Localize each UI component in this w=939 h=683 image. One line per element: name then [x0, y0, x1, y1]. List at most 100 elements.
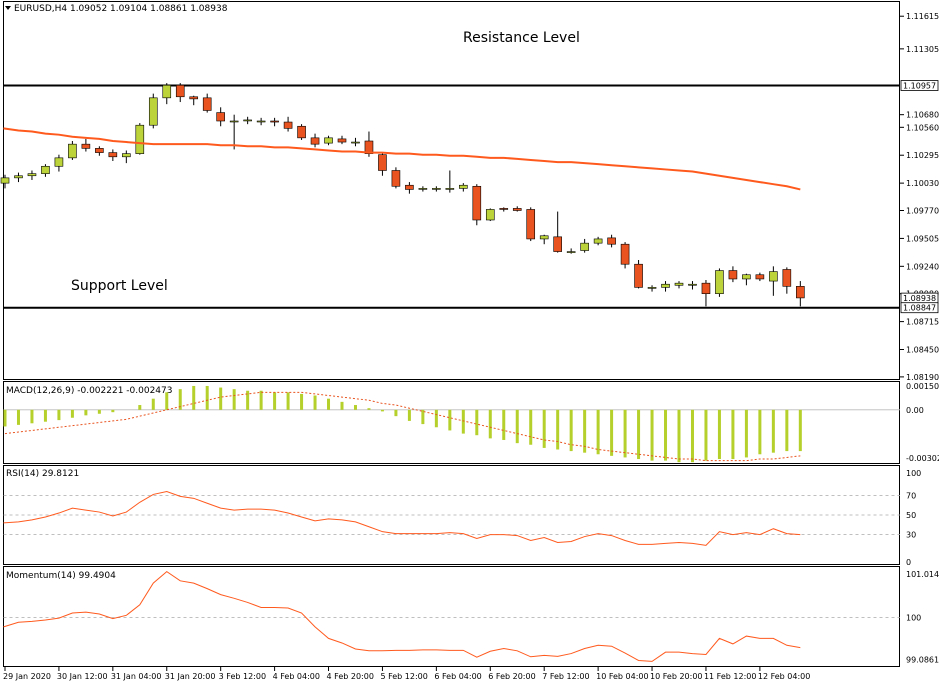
candle-body: [54, 157, 64, 167]
momentum-tick-label: 99.0861: [906, 656, 939, 665]
candle-body: [81, 143, 91, 149]
candle-body: [162, 84, 172, 99]
macd-title: MACD(12,26,9) -0.002221 -0.002473: [6, 386, 172, 396]
time-tick-label: 12 Feb 04:00: [758, 672, 810, 681]
candle-body: [256, 120, 266, 123]
candle-body: [742, 274, 751, 280]
moving-average-line: [3, 127, 801, 191]
rsi-tick-label: 70: [906, 491, 916, 500]
price-tick-label: 1.10680: [906, 111, 939, 120]
candle-body: [499, 208, 509, 210]
dropdown-triangle-icon[interactable]: [5, 6, 11, 10]
candle-body: [715, 270, 724, 295]
time-tick-label: 4 Feb 20:00: [327, 672, 374, 681]
candle-body: [364, 140, 374, 154]
price-tick-label: 1.08450: [906, 346, 939, 355]
candle-body: [445, 188, 455, 190]
candle-body: [216, 112, 225, 122]
candle-body: [297, 125, 306, 139]
time-tick-label: 3 Feb 12:00: [219, 672, 266, 681]
time-tick-label: 7 Feb 12:00: [542, 672, 589, 681]
candle-body: [432, 188, 441, 190]
candle-body: [661, 283, 670, 288]
candle-body: [688, 283, 697, 286]
candle-body: [607, 237, 616, 245]
candle-body: [27, 173, 37, 177]
price-tick-label: 1.08190: [906, 373, 939, 382]
candle-body: [526, 209, 536, 240]
price-header: EURUSD,H4 1.09052 1.09104 1.08861 1.0893…: [14, 4, 228, 14]
candle-body: [782, 269, 792, 287]
support-price-tag: [900, 302, 939, 314]
candle-body: [512, 208, 522, 211]
macd-tick-label: -0.003024: [906, 454, 939, 463]
rsi-line: [3, 490, 801, 546]
candle-body: [175, 84, 185, 98]
candle-body: [283, 121, 293, 129]
candle-body: [459, 184, 468, 189]
macd-tick-label: 0.001505: [906, 382, 939, 391]
support-label: Support Level: [71, 278, 168, 294]
candle-body: [135, 124, 145, 154]
momentum-panel-frame[interactable]: [3, 566, 900, 667]
candle-body: [418, 188, 428, 190]
resistance-price-tag: [900, 80, 939, 91]
candle-body: [405, 184, 414, 190]
candle-body: [796, 286, 805, 299]
time-axis: 29 Jan 2020 30 Jan 12:00 31 Jan 04:00 31 Ja…: [3, 667, 810, 681]
macd-histogram: [3, 385, 802, 463]
candle-body: [391, 170, 401, 187]
rsi-tick-label: 50: [906, 511, 916, 520]
candle-body: [108, 152, 118, 158]
price-tick-label: 1.11305: [906, 45, 939, 54]
candle-body: [728, 270, 738, 280]
macd-panel-frame[interactable]: [3, 381, 900, 464]
support-price-tag-label: 1.08847: [903, 304, 936, 313]
candle-body: [539, 235, 549, 240]
price-tick-label: 1.10560: [906, 123, 939, 132]
momentum-tick-label: 101.0147: [906, 570, 939, 579]
candle-body: [95, 148, 104, 153]
macd-tick-label: 0.00: [906, 406, 924, 415]
candlestick-series: [0, 83, 805, 307]
price-tick-label: 1.08715: [906, 318, 939, 327]
candle-body: [337, 138, 347, 143]
price-axis: 1.11615 1.11305 1.10680 1.10560 1.10295 1.100…: [900, 12, 939, 382]
candle-body: [324, 137, 333, 144]
price-tick-label: 1.09505: [906, 234, 939, 243]
macd-signal-line: [4, 391, 801, 462]
rsi-title: RSI(14) 29.8121: [6, 469, 79, 479]
candle-body: [593, 238, 603, 244]
momentum-tick-label: 100: [906, 614, 921, 623]
price-tick-label: 1.09770: [906, 207, 939, 216]
time-tick-label: 10 Feb 20:00: [650, 672, 702, 681]
candle-body: [148, 97, 158, 126]
candle-body: [243, 119, 252, 122]
time-tick-label: 29 Jan 2020: [3, 672, 51, 681]
rsi-tick-label: 100: [906, 469, 921, 478]
candle-body: [769, 271, 778, 282]
candle-body: [229, 120, 239, 123]
candle-body: [580, 242, 589, 251]
time-tick-label: 6 Feb 20:00: [488, 672, 535, 681]
candle-body: [310, 137, 320, 145]
time-tick-label: 4 Feb 04:00: [273, 672, 320, 681]
resistance-label: Resistance Level: [463, 30, 580, 46]
candle-body: [472, 185, 482, 221]
candle-body: [0, 177, 10, 184]
price-level-lines: [3, 84, 900, 309]
candle-body: [701, 282, 711, 295]
candle-body: [566, 251, 576, 253]
price-panel-frame[interactable]: [3, 1, 900, 380]
momentum-title: Momentum(14) 99.4904: [6, 571, 116, 581]
candle-body: [378, 154, 387, 171]
time-tick-label: 31 Jan 04:00: [111, 672, 162, 681]
candle-body: [351, 141, 360, 144]
candle-body: [41, 165, 50, 174]
candle-body: [634, 263, 643, 288]
candle-body: [755, 274, 765, 280]
time-tick-label: 30 Jan 12:00: [57, 672, 108, 681]
price-tick-label: 1.09240: [906, 262, 939, 271]
candle-body: [647, 287, 657, 289]
